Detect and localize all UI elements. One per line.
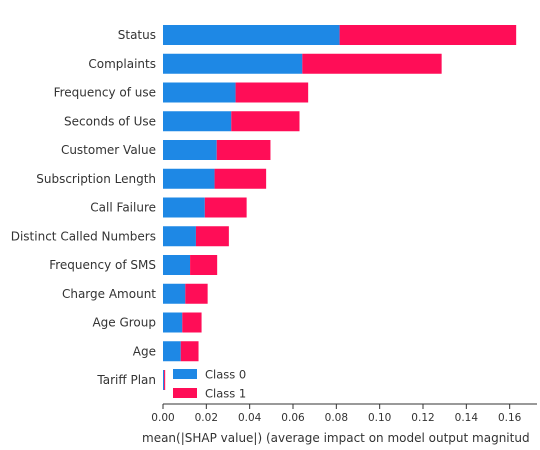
category-label: Charge Amount [62,287,156,301]
category-label: Status [118,28,156,42]
legend: Class 0 Class 1 [173,368,246,401]
category-label: Seconds of Use [64,114,156,128]
x-tick-label: 0.16 [498,412,522,424]
bar-class1 [339,25,517,45]
category-label: Subscription Length [36,172,156,186]
x-tick-label: 0.10 [368,412,391,424]
bar-class1 [204,197,247,218]
bar-class1 [190,255,218,275]
category-label: Frequency of SMS [49,258,156,272]
bar-class0 [163,111,232,132]
category-label: Tariff Plan [96,373,156,387]
bar-class0 [163,283,186,304]
category-label: Complaints [88,57,156,71]
category-label: Customer Value [61,143,156,157]
legend-label: Class 0 [205,368,246,382]
legend-label: Class 1 [205,387,246,401]
x-axis: 0.00 0.02 0.04 0.06 0.08 0.10 0.12 0.14 0.16 [151,403,537,424]
bar-class0 [163,226,196,247]
x-axis-title: mean(|SHAP value|) (average impact on mo… [142,431,530,445]
category-labels: Status Complaints Frequency of use Seconds … [11,28,157,387]
category-label: Age [133,344,156,358]
bar-class1 [231,111,300,132]
bar-class1 [235,82,309,103]
x-tick-label: 0.02 [195,412,218,424]
bar-class0 [163,197,205,218]
bar-class0 [163,370,165,390]
category-label: Frequency of use [54,86,156,100]
bar-class1 [185,283,208,304]
bar-class1 [302,53,442,74]
bar-class0 [163,312,183,333]
legend-swatch [173,388,197,398]
bar-class0 [163,341,181,362]
bar-class0 [163,168,215,189]
bar-class1 [180,341,199,362]
category-label: Age Group [92,316,156,330]
legend-swatch [173,369,197,379]
x-tick-label: 0.04 [238,412,262,424]
category-label: Distinct Called Numbers [11,229,156,243]
bar-class0 [163,255,191,275]
x-tick-label: 0.00 [151,412,174,424]
bar-class1 [182,312,202,333]
x-tick-label: 0.08 [325,412,348,424]
bar-class1 [164,370,166,390]
bar-class0 [163,140,217,160]
x-tick-label: 0.06 [281,412,305,424]
bar-class1 [216,140,271,160]
bar-class1 [214,168,267,189]
bar-class0 [163,82,236,103]
category-label: Call Failure [90,201,156,215]
x-tick-label: 0.14 [455,412,479,424]
bars-group [163,25,517,390]
x-tick-label: 0.12 [411,412,434,424]
bar-class1 [195,226,229,247]
bar-class0 [163,25,340,45]
bar-class0 [163,53,303,74]
